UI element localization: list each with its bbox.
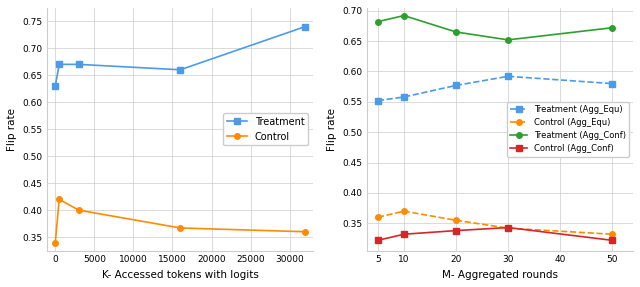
- Treatment: [51, 84, 59, 88]
- Legend: Treatment (Agg_Equ), Control (Agg_Equ), Treatment (Agg_Conf), Control (Agg_Conf): Treatment (Agg_Equ), Control (Agg_Equ), …: [507, 102, 629, 157]
- Treatment: [56, 63, 63, 66]
- Control: [56, 198, 63, 201]
- Control: [301, 230, 309, 233]
- Control (Agg_Conf): [400, 232, 408, 236]
- Y-axis label: Flip rate: Flip rate: [7, 108, 17, 151]
- Control (Agg_Equ): [452, 218, 460, 222]
- Line: Treatment (Agg_Conf): Treatment (Agg_Conf): [375, 13, 615, 43]
- Control (Agg_Equ): [609, 232, 616, 236]
- Control (Agg_Conf): [504, 226, 512, 229]
- Line: Control: Control: [52, 197, 308, 245]
- Control (Agg_Equ): [504, 226, 512, 230]
- Treatment: [75, 63, 83, 66]
- Control: [177, 226, 184, 230]
- Treatment (Agg_Conf): [374, 20, 381, 23]
- Treatment: [177, 68, 184, 71]
- Treatment (Agg_Equ): [609, 82, 616, 85]
- X-axis label: K- Accessed tokens with logits: K- Accessed tokens with logits: [102, 270, 259, 280]
- Treatment (Agg_Conf): [609, 26, 616, 30]
- Control (Agg_Equ): [374, 216, 381, 219]
- Treatment (Agg_Equ): [400, 95, 408, 99]
- X-axis label: M- Aggregated rounds: M- Aggregated rounds: [442, 270, 558, 280]
- Legend: Treatment, Control: Treatment, Control: [223, 113, 308, 146]
- Treatment (Agg_Equ): [452, 84, 460, 87]
- Treatment (Agg_Conf): [452, 30, 460, 34]
- Control (Agg_Conf): [374, 238, 381, 242]
- Treatment (Agg_Equ): [504, 75, 512, 78]
- Control (Agg_Conf): [609, 238, 616, 242]
- Y-axis label: Flip rate: Flip rate: [327, 108, 337, 151]
- Treatment (Agg_Conf): [400, 14, 408, 17]
- Control: [51, 241, 59, 244]
- Line: Treatment: Treatment: [52, 24, 308, 89]
- Control (Agg_Conf): [452, 229, 460, 232]
- Control: [75, 208, 83, 212]
- Line: Control (Agg_Equ): Control (Agg_Equ): [375, 208, 615, 237]
- Treatment: [301, 25, 309, 28]
- Control (Agg_Equ): [400, 210, 408, 213]
- Line: Control (Agg_Conf): Control (Agg_Conf): [375, 225, 615, 243]
- Treatment (Agg_Equ): [374, 99, 381, 102]
- Line: Treatment (Agg_Equ): Treatment (Agg_Equ): [375, 73, 615, 103]
- Treatment (Agg_Conf): [504, 38, 512, 42]
